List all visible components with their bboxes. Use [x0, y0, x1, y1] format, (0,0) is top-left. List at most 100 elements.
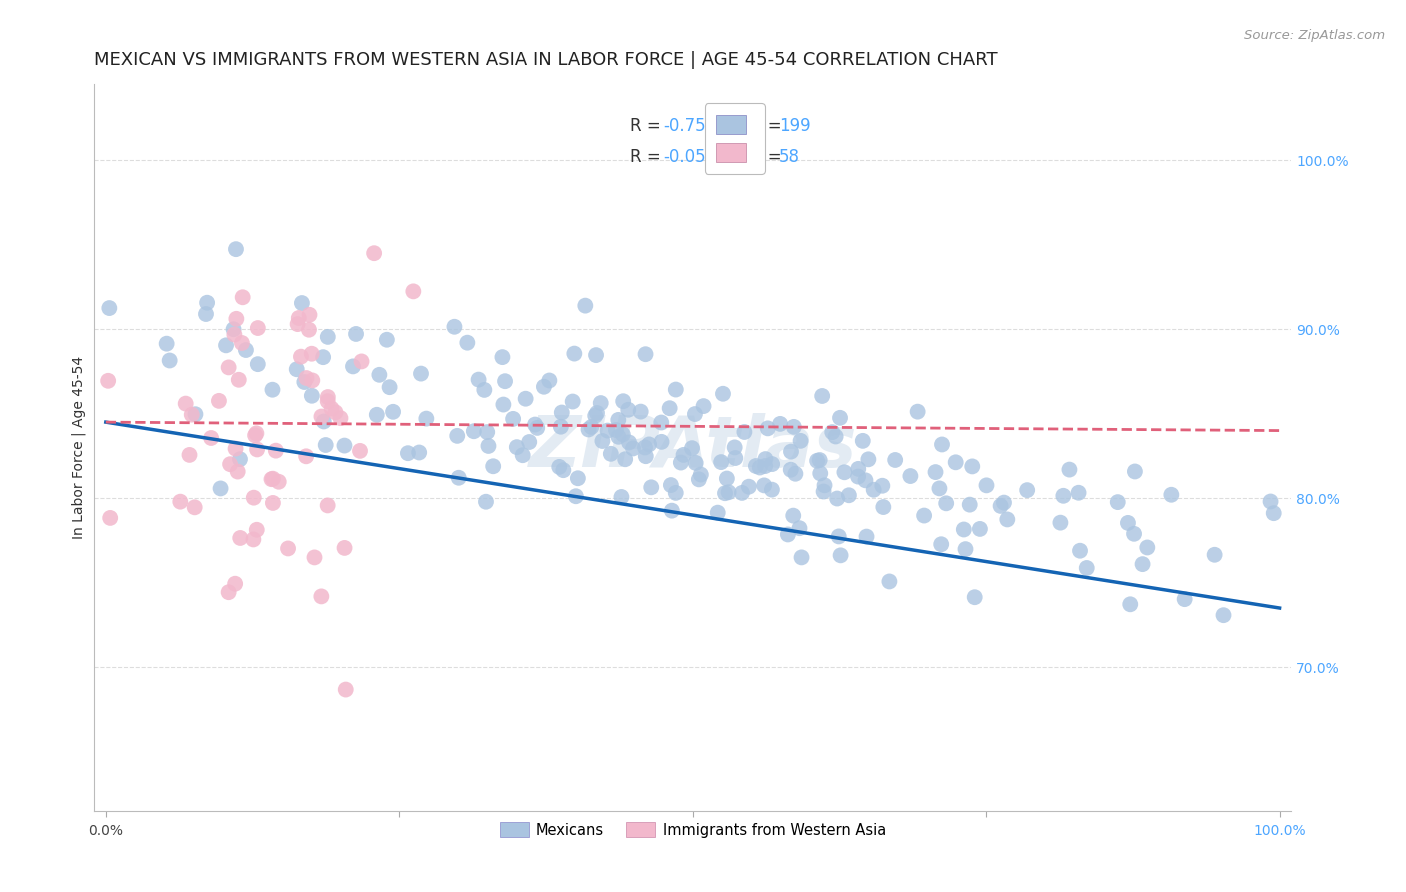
Point [1160, 488, 1182, 502]
Point [292, 375, 315, 389]
Point [443, 319, 465, 334]
Point [589, 396, 612, 410]
Point [821, 425, 844, 439]
Point [290, 350, 312, 364]
Point [502, 412, 524, 426]
Point [561, 394, 583, 409]
Point [1123, 526, 1146, 541]
Point [363, 246, 385, 260]
Text: N =: N = [751, 117, 787, 136]
Point [724, 441, 747, 455]
Point [1119, 597, 1142, 611]
Point [1076, 561, 1098, 575]
Point [688, 472, 710, 486]
Point [630, 404, 652, 418]
Point [955, 542, 977, 557]
Point [245, 426, 267, 441]
Point [681, 441, 703, 455]
Point [995, 512, 1018, 526]
Point [562, 346, 585, 360]
Point [745, 458, 768, 473]
Point [714, 486, 737, 500]
Point [226, 465, 249, 479]
Point [311, 590, 333, 604]
Point [553, 463, 575, 477]
Point [900, 469, 922, 483]
Point [222, 322, 245, 336]
Point [515, 392, 537, 406]
Point [1212, 608, 1234, 623]
Point [612, 427, 634, 442]
Point [344, 326, 367, 341]
Point [811, 389, 834, 403]
Point [612, 394, 634, 409]
Point [316, 499, 339, 513]
Point [614, 452, 637, 467]
Text: 100.0%: 100.0% [1253, 824, 1306, 838]
Point [659, 478, 682, 492]
Point [711, 386, 734, 401]
Point [1263, 506, 1285, 520]
Point [243, 491, 266, 505]
Point [243, 428, 266, 442]
Point [1116, 516, 1139, 530]
Point [828, 529, 851, 543]
Point [316, 394, 339, 409]
Point [769, 417, 792, 431]
Point [287, 310, 309, 325]
Point [312, 350, 335, 364]
Point [924, 465, 946, 479]
Point [447, 471, 470, 485]
Point [907, 404, 929, 418]
Point [808, 453, 831, 467]
Point [959, 498, 981, 512]
Point [830, 549, 852, 563]
Point [731, 486, 754, 500]
Text: MEXICAN VS IMMIGRANTS FROM WESTERN ASIA IN LABOR FORCE | AGE 45-54 CORRELATION C: MEXICAN VS IMMIGRANTS FROM WESTERN ASIA … [94, 51, 998, 69]
Point [945, 455, 967, 469]
Point [526, 421, 548, 435]
Point [599, 447, 621, 461]
Point [761, 457, 783, 471]
Point [672, 448, 695, 462]
Point [533, 380, 555, 394]
Point [651, 434, 673, 449]
Point [578, 422, 600, 436]
Point [928, 482, 950, 496]
Point [291, 296, 314, 310]
Point [174, 396, 197, 410]
Point [813, 484, 835, 499]
Point [260, 472, 283, 486]
Point [382, 405, 405, 419]
Point [752, 478, 775, 492]
Point [477, 425, 499, 439]
Point [219, 457, 242, 471]
Point [825, 491, 848, 506]
Point [658, 401, 681, 416]
Point [262, 383, 284, 397]
Point [235, 343, 257, 357]
Point [761, 483, 783, 497]
Point [724, 450, 747, 465]
Point [242, 533, 264, 547]
Point [304, 550, 326, 565]
Point [1017, 483, 1039, 497]
Point [716, 471, 738, 485]
Point [953, 523, 976, 537]
Point [512, 448, 534, 462]
Point [246, 321, 269, 335]
Point [472, 383, 495, 397]
Point [456, 335, 478, 350]
Point [1132, 557, 1154, 571]
Point [596, 424, 619, 438]
Point [156, 336, 179, 351]
Point [852, 434, 875, 448]
Point [872, 479, 894, 493]
Point [225, 242, 247, 256]
Text: -0.053: -0.053 [662, 148, 716, 166]
Point [335, 682, 357, 697]
Point [349, 443, 371, 458]
Point [692, 399, 714, 413]
Point [378, 380, 401, 394]
Point [585, 348, 607, 362]
